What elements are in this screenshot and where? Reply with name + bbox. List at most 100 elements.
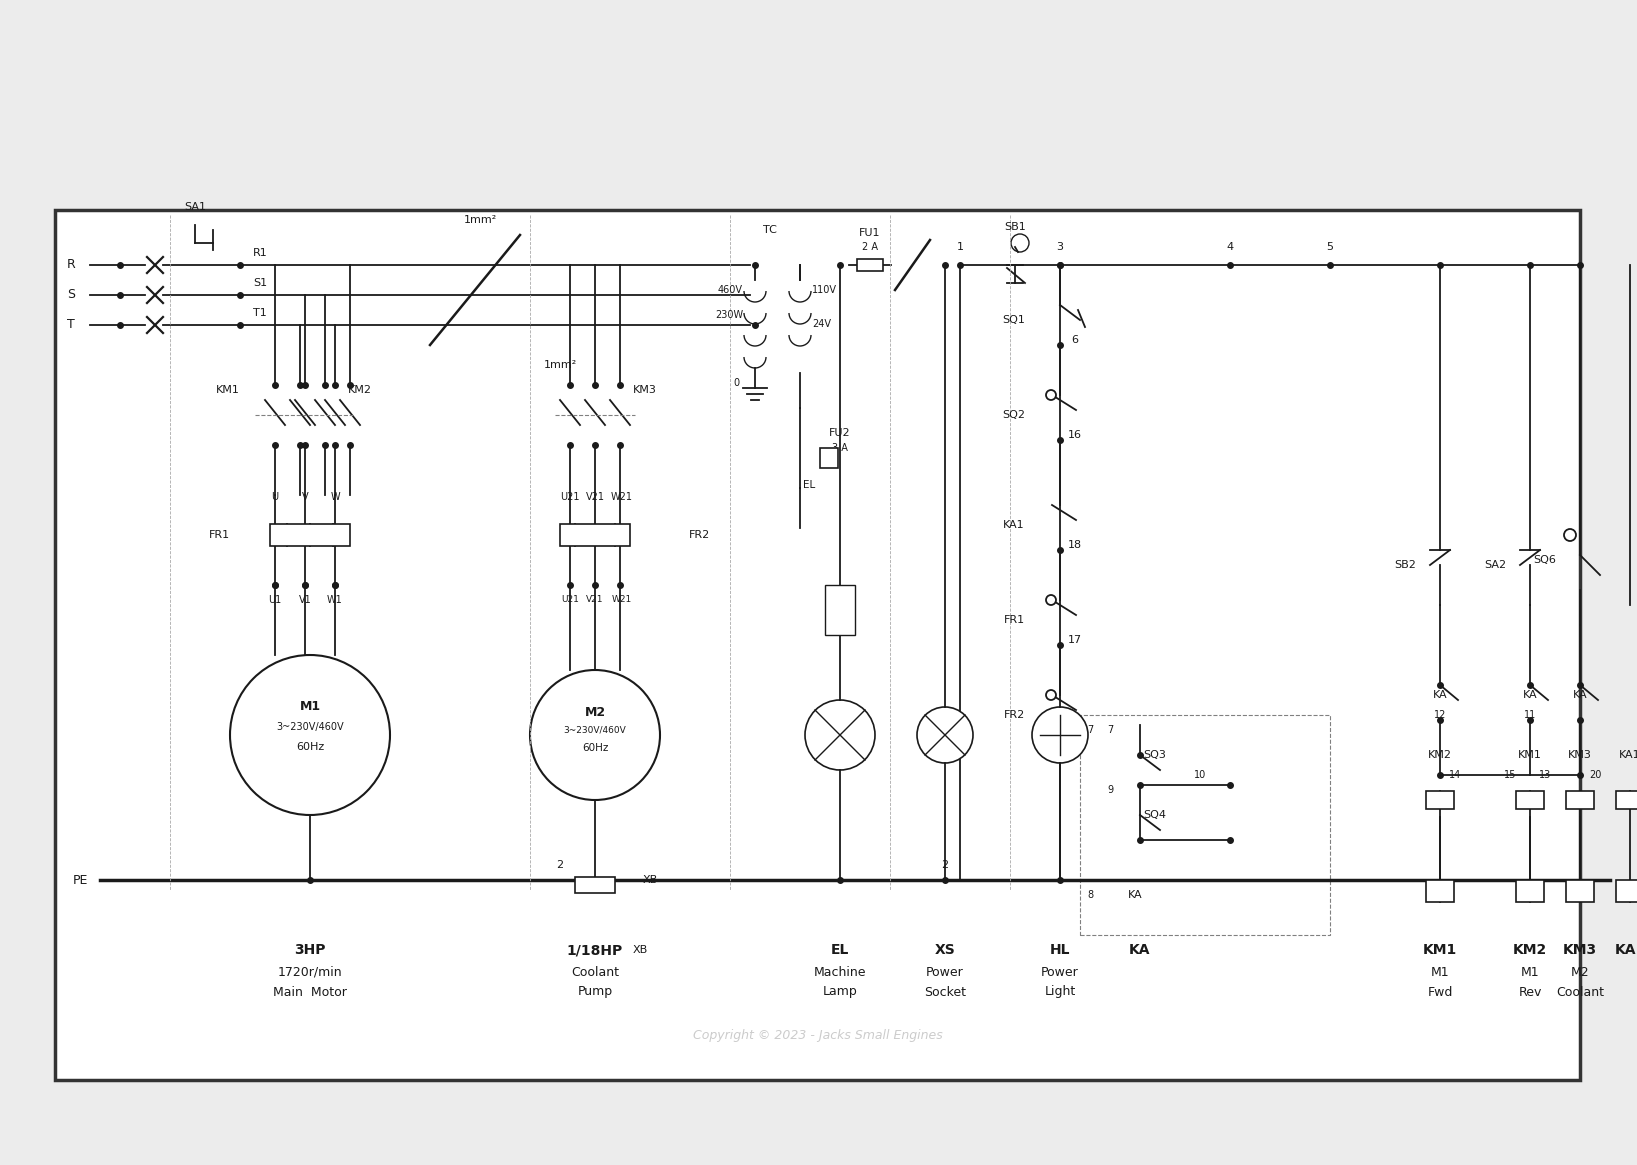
Bar	[1516, 880, 1544, 902]
Text: KA1: KA1	[1614, 942, 1637, 956]
Text: W: W	[331, 492, 340, 502]
Text: T: T	[67, 318, 75, 332]
Text: 2: 2	[557, 860, 563, 870]
Text: 24V: 24V	[812, 319, 832, 329]
Text: SQ6: SQ6	[1534, 555, 1557, 565]
Text: KM1: KM1	[1423, 942, 1457, 956]
Text: 10: 10	[1193, 770, 1206, 781]
Text: FR1: FR1	[210, 530, 231, 541]
Text: U: U	[272, 492, 278, 502]
Text: 12: 12	[1434, 709, 1445, 720]
Text: M1: M1	[1521, 966, 1539, 979]
Text: FU1: FU1	[859, 228, 881, 238]
Text: KA: KA	[1128, 890, 1143, 901]
Text: SA1: SA1	[183, 202, 206, 212]
Text: 7: 7	[1107, 725, 1113, 735]
Text: Lamp: Lamp	[823, 986, 858, 998]
Text: 1mm²: 1mm²	[543, 360, 576, 370]
Circle shape	[1031, 707, 1089, 763]
Text: 9: 9	[1107, 785, 1113, 795]
Text: U21: U21	[561, 595, 579, 605]
Circle shape	[231, 655, 390, 815]
Text: 17: 17	[1067, 635, 1082, 645]
Text: 14: 14	[1449, 770, 1462, 781]
Text: 3: 3	[1056, 242, 1064, 252]
Bar	[1426, 791, 1454, 809]
Text: EL: EL	[832, 942, 850, 956]
Text: W1: W1	[327, 595, 342, 605]
Text: EL: EL	[802, 480, 815, 490]
Text: 18: 18	[1067, 541, 1082, 550]
Bar	[825, 585, 855, 635]
Text: 2 A: 2 A	[863, 242, 877, 252]
Text: 2: 2	[941, 860, 948, 870]
Text: M1: M1	[1431, 966, 1449, 979]
Text: Light: Light	[1044, 986, 1076, 998]
Bar	[1516, 791, 1544, 809]
Text: 60Hz: 60Hz	[296, 742, 324, 751]
Text: T1: T1	[254, 308, 267, 318]
Text: SB2: SB2	[1395, 560, 1416, 570]
Text: R: R	[65, 259, 75, 271]
Text: XS: XS	[935, 942, 956, 956]
Text: XB: XB	[632, 945, 648, 955]
Text: SQ1: SQ1	[1002, 315, 1025, 325]
Text: S1: S1	[254, 278, 267, 288]
Text: KM3: KM3	[1563, 942, 1598, 956]
Text: 230W: 230W	[715, 310, 743, 320]
Bar	[56, 210, 1580, 1080]
Text: FR2: FR2	[1003, 709, 1025, 720]
Text: KM3: KM3	[1568, 750, 1591, 760]
Text: 110V: 110V	[812, 285, 837, 295]
Text: KM2: KM2	[1427, 750, 1452, 760]
Text: 3 A: 3 A	[832, 443, 848, 453]
Text: 1mm²: 1mm²	[463, 216, 496, 225]
Text: 7: 7	[1087, 725, 1094, 735]
Text: Power: Power	[1041, 966, 1079, 979]
Text: Copyright © 2023 - Jacks Small Engines: Copyright © 2023 - Jacks Small Engines	[692, 1029, 943, 1042]
Text: 20: 20	[1590, 770, 1601, 781]
Text: 3~230V/460V: 3~230V/460V	[563, 726, 627, 734]
Circle shape	[805, 700, 876, 770]
Text: KA: KA	[1432, 690, 1447, 700]
Text: S: S	[67, 289, 75, 302]
Text: 0: 0	[733, 377, 738, 388]
Text: V1: V1	[298, 595, 311, 605]
Text: HL: HL	[1049, 942, 1071, 956]
Text: KA: KA	[1130, 942, 1151, 956]
Text: M2: M2	[584, 706, 606, 720]
Bar	[1616, 791, 1637, 809]
Text: V: V	[301, 492, 308, 502]
Text: U21: U21	[560, 492, 579, 502]
Text: Fwd: Fwd	[1427, 986, 1452, 998]
Text: KA1: KA1	[1003, 520, 1025, 530]
Text: 460V: 460V	[719, 285, 743, 295]
Text: Rev: Rev	[1517, 986, 1542, 998]
Bar	[1616, 880, 1637, 902]
Text: 8: 8	[1087, 890, 1094, 901]
Text: FR1: FR1	[1003, 615, 1025, 624]
Text: TC: TC	[763, 225, 778, 235]
Text: 6: 6	[1072, 336, 1079, 345]
Text: 13: 13	[1539, 770, 1552, 781]
Text: R1: R1	[252, 248, 267, 257]
Text: SQ3: SQ3	[1144, 750, 1167, 760]
Circle shape	[917, 707, 972, 763]
Text: Main  Motor: Main Motor	[273, 986, 347, 998]
Text: FR2: FR2	[689, 530, 710, 541]
Bar	[858, 259, 882, 271]
Text: V21: V21	[586, 492, 604, 502]
Text: W21: W21	[612, 595, 632, 605]
Text: PE: PE	[72, 874, 88, 887]
Bar	[820, 449, 838, 468]
Text: Machine: Machine	[814, 966, 866, 979]
Text: Coolant: Coolant	[571, 966, 619, 979]
Text: KM1: KM1	[216, 384, 241, 395]
Text: SQ2: SQ2	[1002, 410, 1025, 421]
Bar	[560, 524, 630, 546]
Text: 15: 15	[1504, 770, 1516, 781]
Text: Socket: Socket	[923, 986, 966, 998]
Circle shape	[1046, 595, 1056, 605]
Circle shape	[530, 670, 660, 800]
Text: 1: 1	[956, 242, 964, 252]
